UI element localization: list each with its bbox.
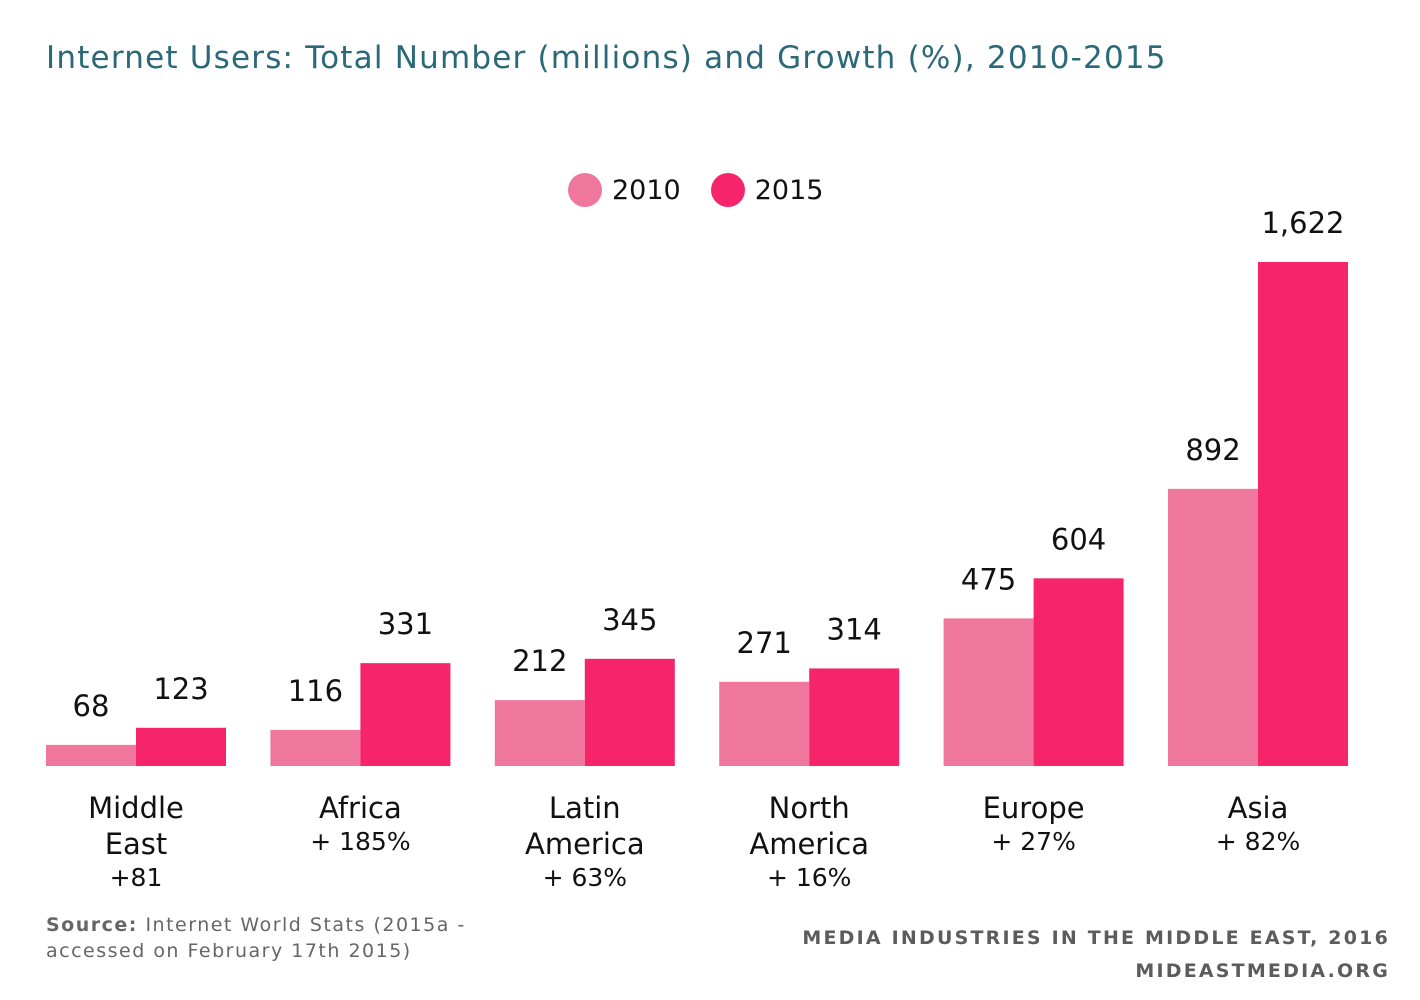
legend-label-2010: 2010 xyxy=(612,174,681,206)
bar-asia-2015 xyxy=(1258,262,1348,766)
bar-north-america-2010 xyxy=(719,681,810,766)
value-label-middle-east-2015: 123 xyxy=(153,672,208,706)
publication-credit: MEDIA INDUSTRIES IN THE MIDDLE EAST, 201… xyxy=(802,922,1390,988)
value-label-europe-2015: 604 xyxy=(1051,522,1106,556)
growth-label-africa: + 185% xyxy=(310,827,411,856)
legend-swatch-2015 xyxy=(710,173,745,207)
value-label-asia-2010: 892 xyxy=(1185,433,1240,467)
category-label-asia: Asia + 82% xyxy=(1158,790,1358,858)
category-name-africa: Africa xyxy=(319,791,402,825)
chart-title: Internet Users: Total Number (millions) … xyxy=(46,40,1167,76)
category-name-middle-east: Middle East xyxy=(88,791,184,861)
bar-africa-2015 xyxy=(360,663,451,766)
legend-swatch-2010 xyxy=(568,173,602,207)
value-label-asia-2015: 1,622 xyxy=(1261,206,1344,240)
bar-africa-2010 xyxy=(270,729,361,766)
chart-legend: 2010 2015 xyxy=(568,172,823,208)
value-label-latin-america-2010: 212 xyxy=(512,644,567,678)
value-label-latin-america-2015: 345 xyxy=(602,603,657,637)
growth-label-latin-america: + 63% xyxy=(542,863,628,892)
bar-latin-america-2010 xyxy=(494,700,585,766)
category-label-north-america: North America + 16% xyxy=(709,790,909,894)
source-prefix: Source: xyxy=(46,914,138,936)
value-label-africa-2015: 331 xyxy=(378,607,433,641)
bar-middle-east-2015 xyxy=(136,727,226,766)
category-name-latin-america: Latin America xyxy=(524,791,645,861)
bar-asia-2010 xyxy=(1168,488,1258,766)
bar-europe-2015 xyxy=(1033,578,1124,766)
category-name-europe: Europe xyxy=(982,791,1085,825)
source-note: Source: Internet World Stats (2015a - ac… xyxy=(46,912,566,964)
legend-label-2015: 2015 xyxy=(754,174,824,206)
value-label-north-america-2010: 271 xyxy=(737,626,792,660)
source-text: Internet World Stats (2015a - accessed o… xyxy=(46,914,466,962)
bar-latin-america-2015 xyxy=(584,658,675,766)
value-label-africa-2010: 116 xyxy=(288,674,343,708)
value-label-europe-2010: 475 xyxy=(961,562,1016,596)
growth-label-asia: + 82% xyxy=(1215,827,1301,856)
value-label-north-america-2015: 314 xyxy=(827,612,882,646)
growth-label-middle-east: +81 xyxy=(109,863,163,892)
growth-label-north-america: + 16% xyxy=(766,863,852,892)
category-label-latin-america: Latin America + 63% xyxy=(485,790,685,894)
credit-title: MEDIA INDUSTRIES IN THE MIDDLE EAST, 201… xyxy=(802,927,1390,949)
legend-item-2015: 2015 xyxy=(710,173,824,207)
bar-middle-east-2010 xyxy=(46,744,136,766)
credit-website: MIDEASTMEDIA.ORG xyxy=(1135,960,1390,982)
category-label-africa: Africa + 185% xyxy=(260,790,460,858)
value-label-middle-east-2010: 68 xyxy=(73,689,110,723)
category-name-asia: Asia xyxy=(1227,791,1289,825)
category-label-middle-east: Middle East +81 xyxy=(36,790,236,894)
bar-europe-2010 xyxy=(943,618,1034,766)
category-name-north-america: North America xyxy=(749,791,869,861)
legend-item-2010: 2010 xyxy=(568,173,681,207)
category-label-europe: Europe + 27% xyxy=(934,790,1134,858)
bar-north-america-2015 xyxy=(809,668,900,766)
growth-label-europe: + 27% xyxy=(991,827,1076,856)
